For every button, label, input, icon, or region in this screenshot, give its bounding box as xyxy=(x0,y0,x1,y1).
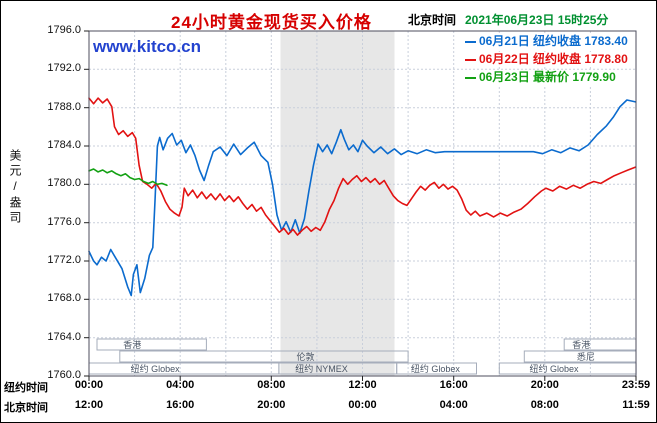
beijing-time-axis-label: 北京时间 xyxy=(4,402,48,414)
y-tick-label: 1788.0 xyxy=(47,100,81,113)
y-tick-label: 1768.0 xyxy=(47,292,81,305)
beijing-time-value: 2021年06月23日 15时25分 xyxy=(465,13,609,27)
ny-time-tick-label: 08:00 xyxy=(257,379,286,391)
y-tick-label: 1780.0 xyxy=(47,177,81,190)
beijing-time-tick-label: 04:00 xyxy=(439,399,468,411)
ny-time-tick-label: 00:00 xyxy=(74,379,104,391)
session-bar xyxy=(119,350,409,363)
session-bar xyxy=(88,362,280,375)
y-tick-label: 1760.0 xyxy=(47,369,81,381)
session-label: 伦敦 xyxy=(296,351,314,362)
ny-time-tick-label: 20:00 xyxy=(530,379,559,391)
y-axis-unit-label: 美元/盎司 xyxy=(8,149,22,226)
beijing-time-tick-label: 11:59 xyxy=(622,399,650,411)
session-label: 香港 xyxy=(572,339,590,350)
beijing-time-tick-label: 00:00 xyxy=(348,399,377,411)
y-tick-label: 1772.0 xyxy=(47,254,81,266)
chart-legend: 06月21日 纽约收盘 1783.40 06月22日 纽约收盘 1778.80 06… xyxy=(463,34,630,88)
y-tick-label: 1764.0 xyxy=(47,330,81,343)
chart-title: 24小时黄金现货买入价格 xyxy=(171,13,372,32)
session-label: 香港 xyxy=(123,339,141,350)
y-tick-label: 1792.0 xyxy=(47,62,81,75)
series-line-jun22 xyxy=(88,97,637,236)
beijing-time-tick-label: 20:00 xyxy=(257,399,286,411)
session-bar xyxy=(396,362,478,375)
legend-line-sample xyxy=(465,76,476,79)
nymex-floor-session-band xyxy=(280,31,395,376)
legend-line-sample xyxy=(465,40,476,43)
ny-time-tick-label: 04:00 xyxy=(166,379,195,391)
ny-time-axis-label: 纽约时间 xyxy=(4,382,48,394)
session-label: 悉尼 xyxy=(577,351,595,362)
y-tick-label: 1776.0 xyxy=(47,215,81,228)
session-label: 纽约 NYMEX xyxy=(295,363,348,374)
legend-item: 06月22日 纽约收盘 1778.80 xyxy=(463,52,630,67)
legend-text: 06月21日 纽约收盘 1783.40 xyxy=(479,34,628,48)
ny-time-tick-label: 16:00 xyxy=(439,379,468,391)
ny-time-tick-label: 23:59 xyxy=(621,379,651,391)
session-label: 纽约 Globex xyxy=(411,363,461,374)
beijing-time-label: 北京时间 xyxy=(408,13,457,27)
ny-time-tick-label: 12:00 xyxy=(348,379,377,391)
legend-item: 06月21日 纽约收盘 1783.40 xyxy=(463,34,630,49)
session-bar xyxy=(96,338,207,351)
legend-text: 06月23日 最新价 1779.90 xyxy=(479,70,616,84)
session-label: 纽约 Globex xyxy=(529,363,579,374)
y-tick-label: 1784.0 xyxy=(47,139,81,151)
beijing-time-tick-label: 16:00 xyxy=(166,399,195,411)
kitco-watermark: www.kitco.cn xyxy=(93,37,202,56)
legend-text: 06月22日 纽约收盘 1778.80 xyxy=(479,52,628,66)
series-line-jun23 xyxy=(88,168,168,187)
legend-line-sample xyxy=(465,58,476,61)
beijing-time-tick-label: 08:00 xyxy=(530,399,559,411)
session-label: 纽约 Globex xyxy=(131,363,181,374)
y-tick-label: 1796.0 xyxy=(47,24,81,36)
legend-item: 06月23日 最新价 1779.90 xyxy=(463,70,630,85)
beijing-time-tick-label: 12:00 xyxy=(74,399,104,411)
